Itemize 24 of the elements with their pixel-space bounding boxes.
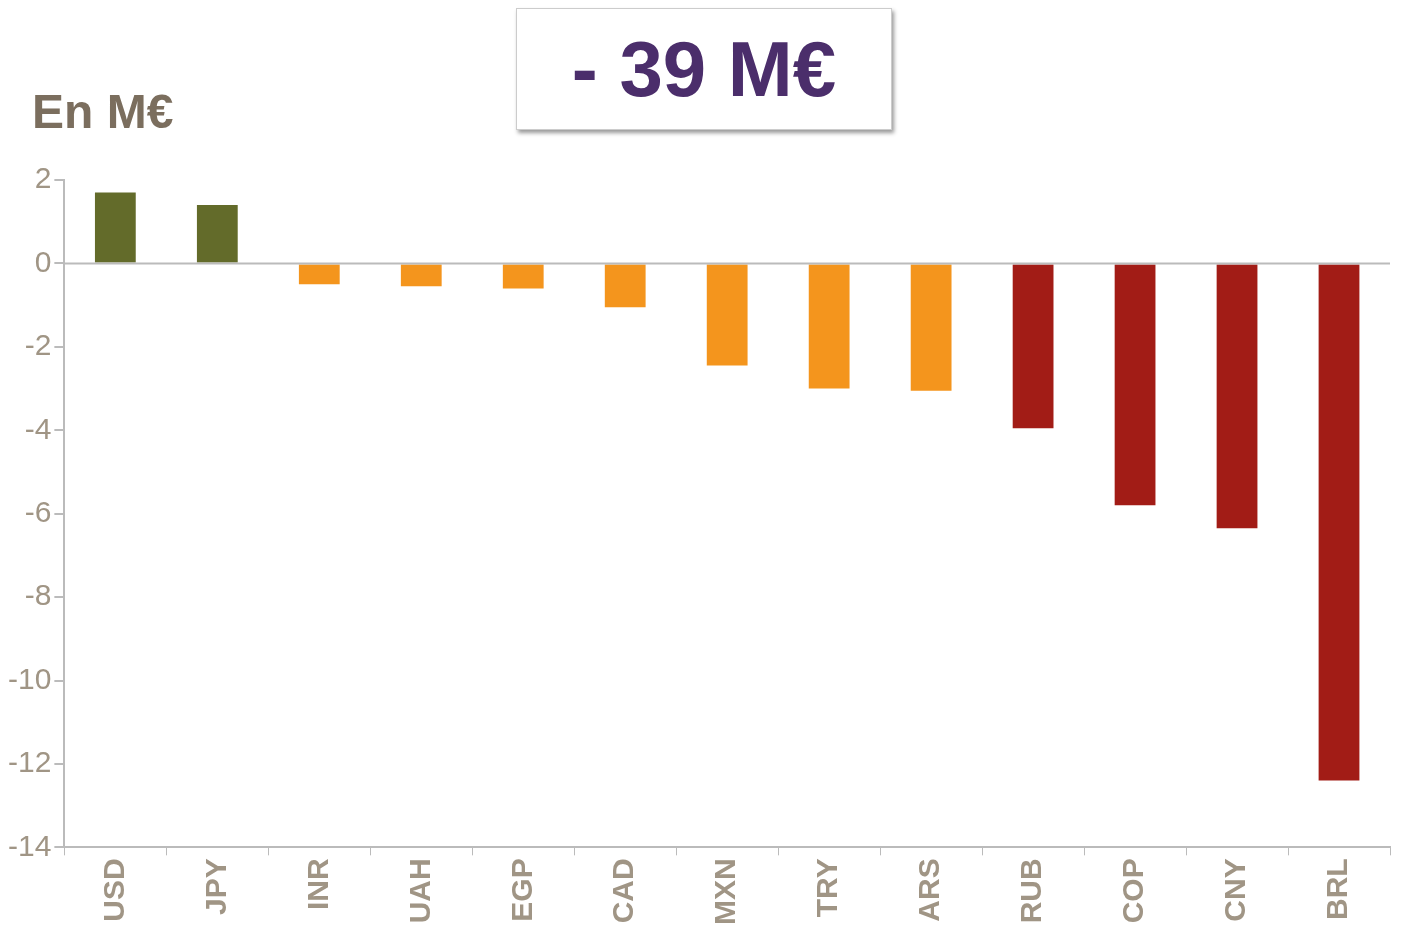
x-tick-label: USD xyxy=(96,858,130,922)
y-tick-label: -14 xyxy=(8,828,52,862)
x-tick-label: COP xyxy=(1116,858,1150,924)
chart-title: - 39 M€ xyxy=(516,8,892,130)
y-tick-label: -2 xyxy=(24,328,52,362)
y-tick-label: -10 xyxy=(8,661,52,695)
y-tick-label: -4 xyxy=(24,411,52,445)
y-tick-label: -6 xyxy=(24,494,52,528)
y-axis-title: En M€ xyxy=(32,84,174,139)
x-tick-label: INR xyxy=(300,858,334,911)
x-tick-label: UAH xyxy=(402,858,436,924)
x-tick-label: ARS xyxy=(912,858,946,922)
x-tick-label: JPY xyxy=(198,858,232,916)
x-tick-label: BRL xyxy=(1320,858,1354,920)
x-tick-label: RUB xyxy=(1014,858,1048,924)
y-tick-label: -8 xyxy=(24,578,52,612)
x-tick-label: CAD xyxy=(606,858,640,924)
y-tick-label: 2 xyxy=(34,161,52,195)
y-tick-label: 0 xyxy=(34,244,52,278)
y-tick-label: -12 xyxy=(8,745,52,779)
x-tick-label: CNY xyxy=(1218,858,1252,922)
x-tick-label: MXN xyxy=(708,858,742,926)
x-tick-label: EGP xyxy=(504,858,538,922)
x-tick-label: TRY xyxy=(810,858,844,918)
